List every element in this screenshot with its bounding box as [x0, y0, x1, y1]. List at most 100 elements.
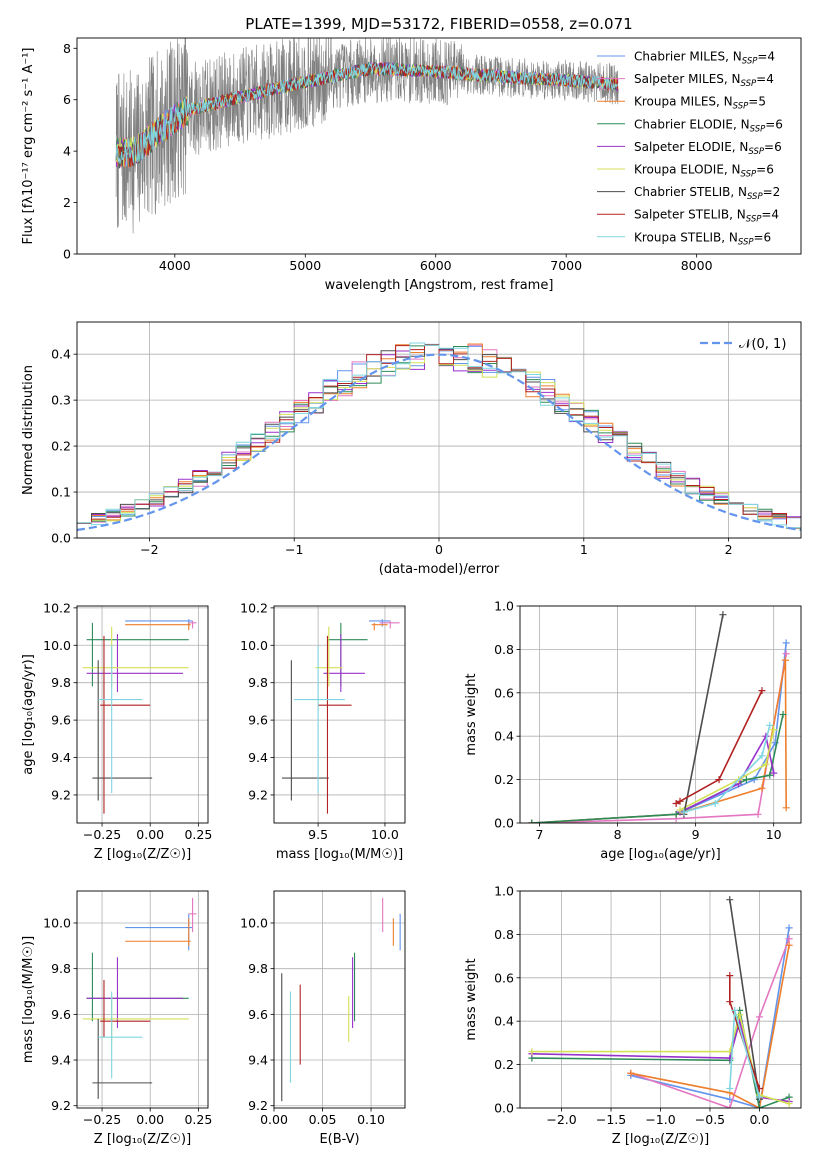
x-tick-label: 0.10 [357, 1112, 385, 1127]
mass-weight-series-line [531, 642, 787, 823]
y-tick-label: 9.8 [51, 675, 71, 690]
mass-weight-marker [726, 998, 734, 1006]
y-tick-label: 9.8 [248, 961, 268, 976]
legend-subscript: SSP [733, 102, 749, 112]
mass-weight-series-line [630, 945, 790, 1108]
mass-weight-marker [726, 896, 734, 904]
plot-frame [519, 890, 802, 1109]
mass-weight-series-line [729, 899, 761, 1100]
legend-subscript: SSP [747, 192, 763, 202]
mass-vs-ebv-panel: 0.00 0.05 0.10 9.2 9.4 9.6 9.8 10.0 E(B-V) [240, 890, 406, 1147]
legend-label: Kroupa MILES, N [634, 95, 733, 109]
mass-weight-marker [726, 1104, 734, 1108]
mass-weight-series-line [683, 614, 724, 815]
x-tick-label: 7 [536, 827, 544, 842]
x-tick-label: −2.0 [546, 1112, 576, 1127]
x-tick-label: 6000 [420, 258, 452, 273]
mass-weight-marker [766, 721, 774, 729]
model-spectrum-line [115, 61, 619, 167]
plot-frame [76, 605, 209, 824]
y-axis-label: Flux [fλ10⁻¹⁷ erg cm⁻² s⁻¹ A⁻¹] [21, 48, 36, 245]
weight-lines [528, 896, 793, 1108]
mass-weight-series-line [531, 653, 787, 823]
x-tick-label: 0.05 [309, 1112, 337, 1127]
age-vs-mass-panel: 9.5 10.0 9.2 9.4 9.6 9.8 10.0 10.2 mass [log₁₀(M… [240, 600, 406, 862]
y-tick-label: 0.4 [494, 729, 514, 744]
mass-vs-metallicity-panel: −0.25 0.00 0.25 9.2 9.4 9.6 9.8 10.0 Z [log₁₀(Z/… [21, 890, 212, 1147]
weight-lines [528, 611, 790, 823]
x-tick-label: 0.00 [136, 827, 164, 842]
x-tick-label: −1 [285, 542, 303, 557]
mass-weight-marker [762, 760, 770, 768]
mass-weight-marker [779, 711, 787, 718]
y-tick-label: 10.0 [240, 638, 268, 653]
mass-weight-marker [726, 1084, 734, 1092]
plot-frame [76, 890, 209, 1109]
legend-entry: Chabrier ELODIE, NSSP=6 [634, 117, 783, 134]
errorbars [82, 897, 197, 1099]
y-tick-label: 9.4 [51, 1053, 71, 1068]
mass-weight-marker [742, 776, 750, 784]
mass-weight-series-line [531, 660, 787, 823]
legend-suffix: =6 [764, 140, 782, 154]
x-tick-label: 9 [692, 827, 700, 842]
mass-weight-marker [672, 810, 680, 818]
legend-label: Chabrier MILES, N [634, 50, 742, 64]
x-tick-label: 2 [725, 542, 733, 557]
y-tick-label: 6 [63, 92, 71, 107]
mass-weight-marker [758, 752, 766, 760]
y-tick-label: 1.0 [494, 599, 514, 614]
mass-weight-marker [785, 935, 793, 943]
x-tick-label: −0.25 [83, 827, 121, 842]
y-tick-label: 9.6 [51, 713, 71, 728]
x-axis-label: wavelength [Angstrom, rest frame] [325, 278, 554, 293]
y-tick-label: 10.0 [240, 915, 268, 930]
y-tick-label: 9.2 [51, 1098, 71, 1113]
y-tick-label: 1.0 [494, 884, 514, 899]
model-spectrum-line [115, 62, 619, 167]
histograms [77, 342, 801, 531]
x-tick-label: −1.0 [645, 1112, 675, 1127]
plot-frame [76, 37, 802, 255]
mass-weight-vs-metallicity-panel: −2.0 −1.5 −1.0 −0.5 0.0 0.0 0.2 0.4 0.6 0.8 1.0 Z [… [464, 884, 802, 1147]
mass-weight-marker [754, 810, 762, 818]
y-tick-label: 0.4 [494, 1014, 514, 1029]
mass-weight-marker [731, 1006, 739, 1014]
age-vs-metallicity-panel: −0.25 0.00 0.25 9.2 9.4 9.6 9.8 10.0 10.2 Z [log₁… [21, 600, 212, 862]
legend-label: Salpeter ELODIE, N [634, 140, 748, 154]
legend-label: Kroupa ELODIE, N [634, 163, 741, 177]
y-tick-label: 0.6 [494, 970, 514, 985]
x-tick-label: 0 [435, 542, 443, 557]
x-axis-label: Z [log₁₀(Z/Z☉)] [612, 1132, 709, 1147]
y-tick-label: 0.0 [51, 531, 71, 546]
mass-weight-marker [782, 639, 790, 647]
y-tick-label: 0.0 [494, 816, 514, 831]
mass-weight-series-line [683, 725, 771, 813]
mass-weight-marker [766, 771, 774, 779]
legend-suffix: =6 [756, 163, 774, 177]
x-tick-label: 4000 [159, 258, 191, 273]
mass-weight-marker [676, 797, 684, 805]
x-axis-label: Z [log₁₀(Z/Z☉)] [94, 1132, 191, 1147]
mass-weight-marker [719, 611, 727, 619]
mass-weight-marker [750, 776, 758, 784]
legend-entry: Salpeter MILES, NSSP=4 [634, 72, 774, 89]
legend-entry: Chabrier STELIB, NSSP=2 [634, 185, 780, 202]
y-tick-label: 10.2 [43, 600, 71, 615]
x-axis-label: Z [log₁₀(Z/Z☉)] [94, 847, 191, 862]
legend-label: Kroupa STELIB, N [634, 230, 738, 244]
y-tick-label: 9.8 [51, 961, 71, 976]
errorbars [282, 619, 400, 814]
y-tick-label: 0.2 [51, 439, 71, 454]
x-axis-label: age [log₁₀(age/yr)] [600, 847, 721, 862]
y-tick-label: 0 [63, 247, 71, 262]
mass-weight-marker [770, 726, 778, 734]
y-axis-label: age [log₁₀(age/yr)] [21, 654, 36, 775]
y-tick-label: 8 [63, 41, 71, 56]
mass-weight-marker [755, 1093, 763, 1101]
y-tick-label: 9.4 [248, 750, 268, 765]
x-tick-label: 8000 [681, 258, 713, 273]
x-tick-label: 0.25 [184, 1112, 212, 1127]
x-tick-label: 9.5 [308, 827, 328, 842]
